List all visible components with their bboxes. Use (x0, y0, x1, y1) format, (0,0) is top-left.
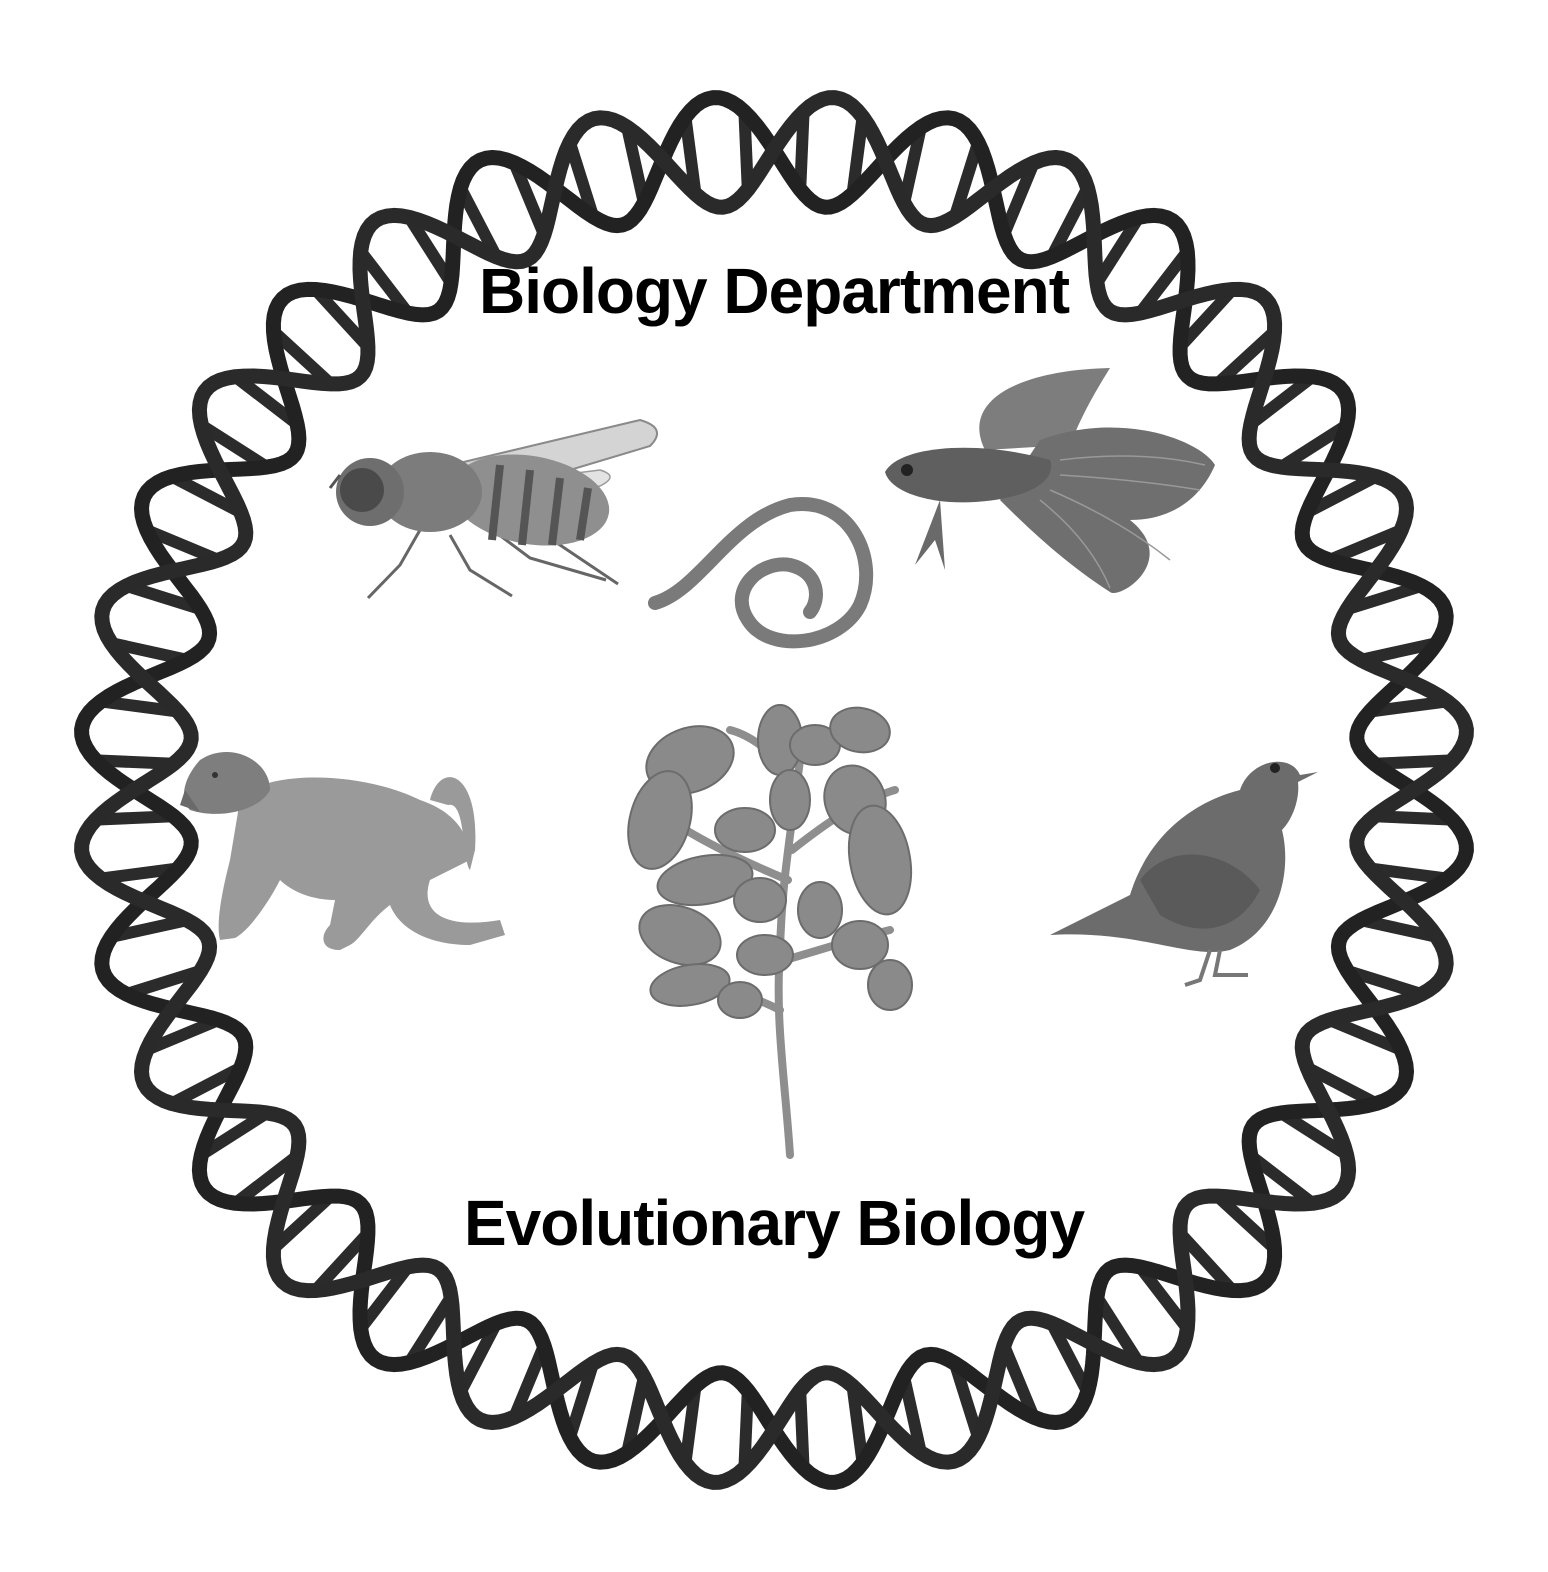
dna-rung (1091, 1293, 1144, 1366)
dna-rung (455, 185, 502, 260)
dna-rung (846, 1385, 869, 1464)
dna-rung (621, 1375, 650, 1455)
dna-rung (109, 637, 189, 666)
dna-rung (1091, 214, 1144, 287)
dna-rung (1213, 326, 1279, 389)
dna-rung (455, 1320, 502, 1395)
dna-rung (998, 1343, 1040, 1420)
dna-rung (949, 140, 984, 219)
dna-rung (794, 1390, 810, 1469)
fruit-fly-icon (328, 418, 659, 600)
dna-rung (794, 111, 810, 190)
dna-rung (144, 524, 221, 566)
dna-rung (1046, 185, 1093, 260)
page-subtitle: Evolutionary Biology (463, 1187, 1085, 1259)
dna-rung (508, 1343, 550, 1420)
dna-rung (355, 247, 413, 317)
dna-rung (269, 1191, 335, 1254)
dna-rung (231, 371, 301, 429)
dna-rung (1277, 420, 1350, 473)
dna-rung (1374, 754, 1453, 770)
monkey-icon (180, 751, 506, 950)
dna-rung (564, 1361, 599, 1440)
dna-rung (1345, 965, 1424, 1000)
dna-rung (1359, 914, 1439, 943)
dna-rung (198, 420, 271, 473)
dna-rung (949, 1361, 984, 1440)
dna-rung (310, 285, 373, 351)
dna-rung (100, 862, 179, 885)
dna-rung (269, 326, 335, 389)
dna-rung (1213, 1191, 1279, 1254)
dna-rung (1359, 637, 1439, 666)
dna-rung (169, 471, 244, 518)
dna-rung (404, 1293, 457, 1366)
dna-rung (679, 116, 702, 195)
dna-rung (1277, 1107, 1350, 1160)
dna-rung (738, 1390, 754, 1469)
dna-rung (1327, 1014, 1404, 1056)
dna-rung (1369, 862, 1448, 885)
dna-rung (1374, 810, 1453, 826)
dna-rung (846, 116, 869, 195)
dna-rung (898, 125, 927, 205)
dna-rung (198, 1107, 271, 1160)
dna-rung (1304, 471, 1379, 518)
dna-rung (1247, 371, 1317, 429)
dna-rung (898, 1375, 927, 1455)
dna-rung (169, 1062, 244, 1109)
dna-rung (738, 111, 754, 190)
dna-rung (679, 1385, 702, 1464)
betta-fish-icon (885, 368, 1215, 594)
page-title: Biology Department (478, 255, 1070, 327)
dna-rung (508, 160, 550, 237)
dna-rung (1175, 1229, 1238, 1295)
dna-rung (564, 140, 599, 219)
dna-rung (124, 965, 203, 1000)
dna-rung (1247, 1151, 1317, 1209)
blackbird-icon (1050, 761, 1318, 987)
dna-rung (231, 1151, 301, 1209)
tomato-plant-icon (627, 704, 913, 1159)
dna-rung (1304, 1062, 1379, 1109)
dna-rung (404, 214, 457, 287)
dna-rung (1369, 695, 1448, 718)
dna-rung (95, 810, 174, 826)
dna-rung (124, 580, 203, 615)
dna-rung (1345, 580, 1424, 615)
dna-rung (310, 1229, 373, 1295)
dna-rung (355, 1263, 413, 1333)
dna-rung (621, 125, 650, 205)
nematode-worm-icon (648, 496, 874, 649)
dna-rung (1046, 1320, 1093, 1395)
dna-rung (998, 160, 1040, 237)
dna-rung (1135, 247, 1193, 317)
dna-rung (1135, 1263, 1193, 1333)
dna-rung (144, 1014, 221, 1056)
dna-rung (95, 754, 174, 770)
dna-rung (1327, 524, 1404, 566)
dna-rung (1175, 285, 1238, 351)
dna-rung (109, 914, 189, 943)
dna-rung (100, 695, 179, 718)
